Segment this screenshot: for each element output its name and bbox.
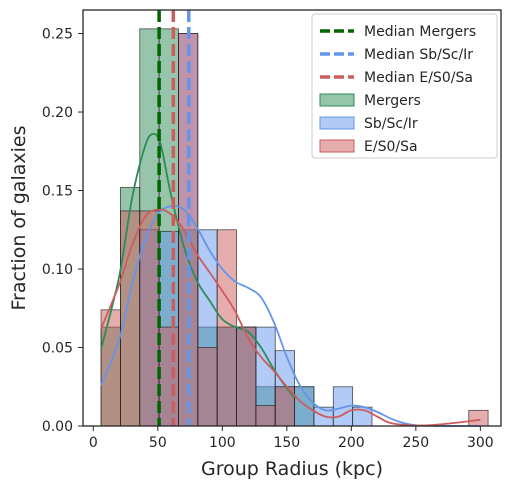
legend-items: Median Mergers Median Sb/Sc/Ir Median E/S0…: [319, 24, 476, 155]
legend-swatch-sb-sc-ir: [319, 116, 355, 130]
bar-e-s0-sa-5: [197, 347, 218, 427]
bar-e-s0-sa-7: [236, 326, 257, 427]
legend-label-mergers: Mergers: [364, 93, 421, 109]
x-tick-label: 250: [402, 435, 429, 451]
bar-e-s0-sa-2: [139, 210, 160, 427]
kde-e-s0-sa: [100, 208, 481, 427]
bar-e-s0-sa-3: [158, 326, 179, 427]
bar-e-s0-sa-0: [100, 309, 121, 427]
x-tick-label: 100: [209, 435, 236, 451]
y-tick-label: 0.25: [42, 27, 73, 43]
legend-label-median-e-s0-sa: Median E/S0/Sa: [364, 70, 473, 86]
legend-label-median-sb-sc-ir: Median Sb/Sc/Ir: [364, 47, 473, 63]
x-axis-ticks: 0 50 100 150 200 250 300: [89, 426, 494, 451]
legend: Median Mergers Median Sb/Sc/Ir Median E/S0…: [311, 13, 498, 159]
bar-e-s0-sa-8: [255, 405, 276, 427]
y-tick-label: 0.20: [42, 105, 73, 121]
kde-sb-sc-ir: [100, 205, 481, 427]
kde-mergers: [100, 132, 296, 399]
y-axis-label: Fraction of galaxies: [8, 126, 30, 311]
axes-frame: [82, 9, 502, 427]
legend-label-sb-sc-ir: Sb/Sc/Ir: [364, 116, 418, 132]
bar-e-s0-sa-1: [120, 210, 141, 427]
legend-box: [311, 13, 498, 159]
y-tick-label: 0.00: [42, 419, 73, 435]
legend-label-e-s0-sa: E/S0/Sa: [364, 139, 418, 155]
x-tick-label: 0: [89, 435, 98, 451]
y-tick-label: 0.15: [42, 184, 73, 200]
legend-swatch-mergers: [319, 93, 355, 107]
median-layer: [157, 10, 191, 426]
legend-swatch-e-s0-sa: [319, 139, 355, 153]
x-tick-label: 50: [149, 435, 167, 451]
bar-e-s0-sa-6: [216, 229, 237, 427]
x-tick-label: 300: [467, 435, 494, 451]
bar-e-s0-sa-19: [468, 409, 489, 427]
x-tick-label: 150: [273, 435, 300, 451]
x-axis-label: Group Radius (kpc): [201, 458, 383, 480]
y-axis-ticks: 0.00 0.05 0.10 0.15 0.20 0.25: [42, 27, 83, 435]
kde-layer: [100, 132, 481, 427]
x-tick-label: 200: [338, 435, 365, 451]
y-tick-label: 0.05: [42, 341, 73, 357]
legend-label-median-mergers: Median Mergers: [364, 24, 476, 40]
y-tick-label: 0.10: [42, 262, 73, 278]
